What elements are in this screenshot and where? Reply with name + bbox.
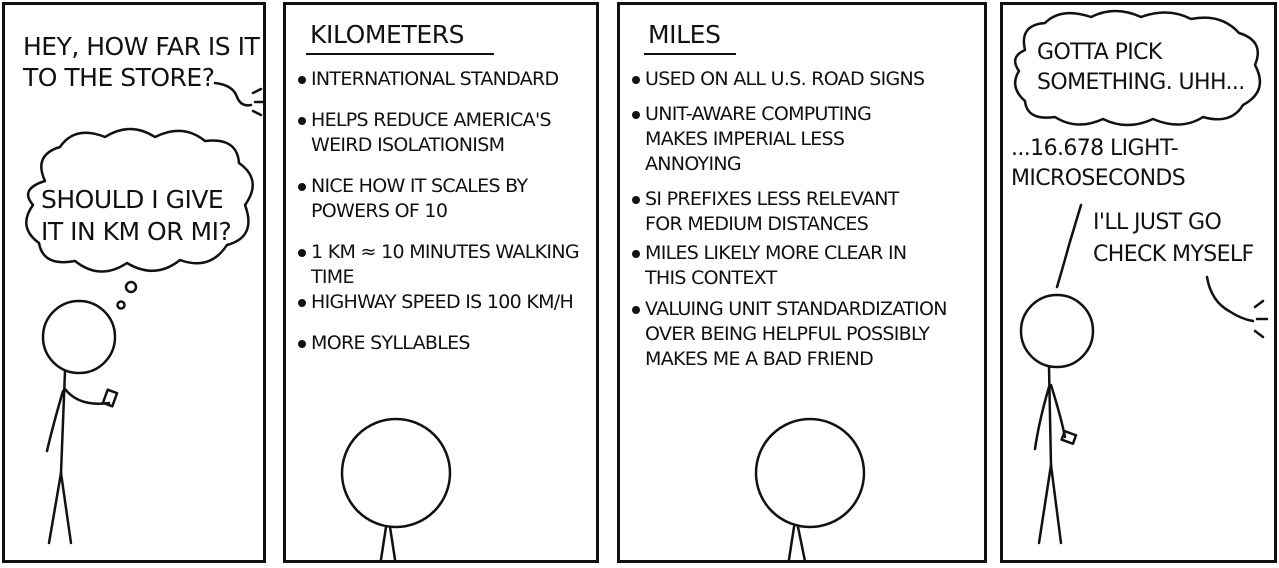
speech-line-2: TO THE STORE?: [23, 63, 215, 92]
bullet-item: HELPS REDUCE AMERICA'S WEIRD ISOLATIONISM: [296, 108, 579, 158]
heading-underline: [644, 53, 736, 55]
bullet-item: USED ON ALL U.S. ROAD SIGNS: [630, 67, 947, 92]
miles-list: USED ON ALL U.S. ROAD SIGNS UNIT-AWARE C…: [630, 67, 947, 372]
answer-line-2: MICROSECONDS: [1011, 166, 1186, 191]
stick-figure-head: [754, 417, 866, 560]
comic-panel-3: MILES USED ON ALL U.S. ROAD SIGNS UNIT-A…: [617, 2, 987, 563]
bullet-item: MILES LIKELY MORE CLEAR IN THIS CONTEXT: [630, 241, 947, 291]
comic-panel-4: GOTTA PICK SOMETHING. UHH... ...16.678 L…: [1000, 2, 1277, 563]
reply-line-1: I'LL JUST GO: [1093, 210, 1222, 235]
comic-panel-2: KILOMETERS INTERNATIONAL STANDARD HELPS …: [283, 2, 599, 563]
stick-figure-head: [340, 417, 452, 560]
comic-panel-1: HEY, HOW FAR IS IT TO THE STORE? SHOULD …: [2, 2, 266, 563]
thought-line-2: SOMETHING. UHH...: [1037, 70, 1245, 95]
bullet-item: INTERNATIONAL STANDARD: [296, 67, 579, 92]
phone-icon: [1060, 429, 1078, 446]
thought-cloud: [1013, 9, 1262, 127]
speech-tail: [213, 81, 253, 107]
bullet-item: NICE HOW IT SCALES BY POWERS OF 10: [296, 174, 579, 224]
panel-3-art: [754, 417, 866, 560]
bullet-item: UNIT-AWARE COMPUTING MAKES IMPERIAL LESS A…: [630, 102, 947, 177]
answer-line-1: ...16.678 LIGHT-: [1011, 136, 1179, 161]
speech-tail: [1055, 203, 1083, 289]
speech-tail: [1205, 275, 1255, 323]
panel-2-art: [340, 417, 452, 560]
bullet-item: 1 KM ≈ 10 MINUTES WALKING TIME: [296, 240, 580, 290]
thought-bubble-large: [124, 280, 138, 294]
panel-4-art: [1013, 9, 1269, 545]
stick-figure-right: [1019, 293, 1095, 545]
miles-heading: MILES: [648, 20, 721, 49]
bullet-item: VALUING UNIT STANDARDIZATION OVER BEING H…: [630, 297, 947, 372]
bullet-item: HIGHWAY SPEED IS 100 KM/H: [296, 290, 579, 315]
thought-line-2: IT IN KM OR MI?: [41, 217, 232, 246]
kilometers-list: INTERNATIONAL STANDARD HELPS REDUCE AMER…: [296, 67, 580, 356]
reply-line-2: CHECK MYSELF: [1093, 242, 1254, 267]
thought-line-1: SHOULD I GIVE: [41, 185, 224, 214]
panel-1-art: [25, 81, 263, 545]
bullet-item: SI PREFIXES LESS RELEVANT FOR MEDIUM DIST…: [630, 187, 947, 237]
bullet-item: MORE SYLLABLES: [296, 331, 579, 356]
kilometers-heading: KILOMETERS: [310, 20, 465, 49]
heading-underline: [306, 53, 494, 55]
speech-line-1: HEY, HOW FAR IS IT: [23, 32, 260, 61]
stick-figure-left: [41, 299, 119, 545]
thought-cloud: [25, 127, 254, 273]
thought-line-1: GOTTA PICK: [1037, 40, 1162, 65]
thought-bubble-small: [116, 300, 126, 310]
phone-icon: [101, 388, 119, 408]
